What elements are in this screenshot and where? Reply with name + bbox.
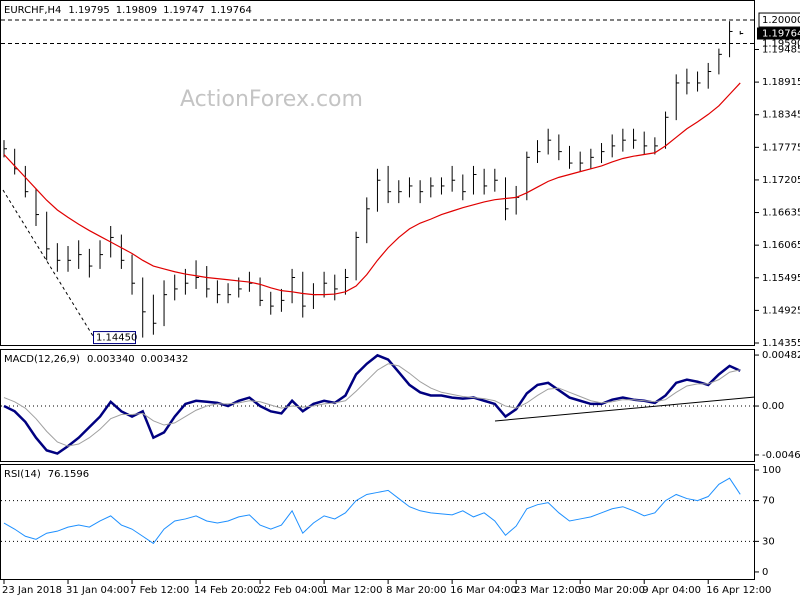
x-tick-label: 16 Apr 12:00 [706, 585, 771, 596]
y-tick-label: 100 [762, 465, 781, 476]
y-tick-label: 70 [762, 496, 775, 507]
y-tick-label: 1.17205 [762, 175, 800, 186]
macd-panel [0, 349, 755, 462]
x-tick-label: 9 Apr 04:00 [642, 585, 701, 596]
header-value: 1.19747 [163, 5, 204, 16]
moving-average [3, 82, 741, 296]
y-tick-label: 30 [762, 536, 775, 547]
panel-title: EURCHF,H4 [4, 5, 61, 16]
level-label-box [758, 12, 800, 28]
x-tick-label: 16 Mar 04:00 [450, 585, 517, 596]
current-price: 1.19764 [762, 29, 800, 40]
y-tick-label: 0.004827 [762, 350, 800, 361]
watermark: ActionForex.com [180, 87, 363, 112]
current-price-box [757, 27, 800, 40]
y-tick-label: 0.00 [762, 401, 784, 412]
x-tick-label: 30 Mar 20:00 [578, 585, 645, 596]
y-tick-label: 1.16065 [762, 240, 800, 251]
annotation-box [93, 331, 136, 345]
y-tick-label: 1.14355 [762, 338, 800, 349]
series-line [3, 363, 741, 447]
series-line [3, 353, 741, 455]
header-value: 0.003340 [87, 354, 135, 365]
x-tick-label: 7 Feb 12:00 [130, 585, 189, 596]
y-tick-label: -0.004632 [762, 450, 800, 461]
y-tick-label: 0 [762, 567, 768, 578]
x-tick-label: 14 Feb 20:00 [194, 585, 260, 596]
y-tick-label: 1.14925 [762, 305, 800, 316]
rsi-panel [0, 464, 755, 580]
header-value: 0.003432 [141, 354, 189, 365]
x-tick-label: 31 Jan 04:00 [66, 585, 129, 596]
y-tick-label: 1.16635 [762, 208, 800, 219]
level-label: 1.20000 [762, 15, 800, 26]
level-label: 1.19590 [762, 38, 800, 49]
header-value: 1.19764 [210, 5, 251, 16]
x-tick-label: 23 Mar 12:00 [514, 585, 581, 596]
x-tick-label: 1 Mar 12:00 [322, 585, 382, 596]
header-value: 1.19795 [68, 5, 109, 16]
x-tick-label: 8 Mar 20:00 [386, 585, 446, 596]
y-tick-label: 1.19485 [762, 44, 800, 55]
panel-title: RSI(14) [4, 469, 41, 480]
header-value: 1.19809 [116, 5, 157, 16]
y-tick-label: 1.15495 [762, 273, 800, 284]
trend-line [2, 189, 94, 337]
x-tick-label: 23 Jan 2018 [2, 585, 62, 596]
x-tick-label: 22 Feb 04:00 [258, 585, 324, 596]
macd-trend-line [494, 396, 756, 422]
series-line [3, 477, 741, 545]
y-tick-label: 1.18915 [762, 77, 800, 88]
y-tick-label: 1.18345 [762, 110, 800, 121]
y-tick-label: 1.17775 [762, 142, 800, 153]
annotation: 1.14450 [96, 333, 137, 344]
panel-title: MACD(12,26,9) [4, 354, 80, 365]
header-value: 76.1596 [48, 469, 89, 480]
